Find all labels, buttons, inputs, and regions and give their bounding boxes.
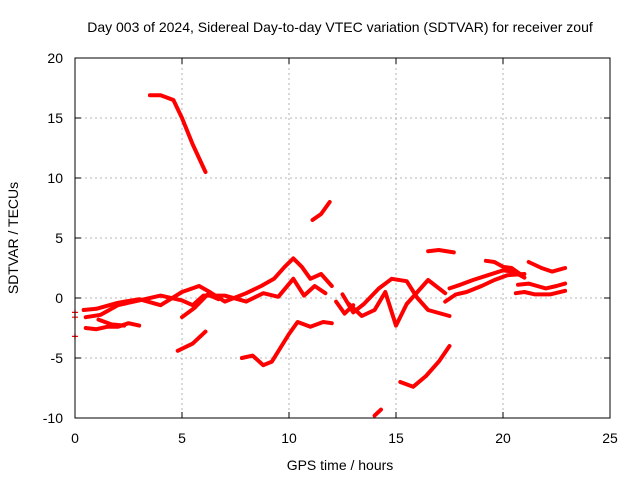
x-tick-label: 10: [281, 430, 297, 446]
series-s11: [346, 278, 448, 328]
chart-title: Day 003 of 2024, Sidereal Day-to-day VTE…: [87, 19, 593, 35]
series-s18: [513, 288, 568, 297]
series-s13: [398, 344, 452, 389]
series-s14: [426, 248, 456, 255]
y-tick-label: 0: [55, 290, 63, 306]
data-series: [72, 93, 568, 418]
series-s8: [175, 329, 208, 353]
series-s21: [334, 299, 356, 316]
y-axis-tick-labels: -10 -5 0 5 10 15 20: [43, 50, 63, 426]
y-tick-label: -5: [51, 350, 64, 366]
y-axis-label: SDTVAR / TECUs: [5, 182, 21, 294]
series-s7: [96, 317, 127, 328]
series-s9: [239, 320, 334, 368]
series-s19: [516, 281, 568, 291]
x-tick-label: 5: [178, 430, 186, 446]
x-tick-label: 20: [495, 430, 511, 446]
x-axis-tick-labels: 0 5 10 15 20 25: [71, 430, 618, 446]
y-tick-label: 5: [55, 230, 63, 246]
x-tick-label: 0: [71, 430, 79, 446]
series-s2: [310, 200, 332, 222]
y-tick-label: 10: [47, 170, 63, 186]
plot-frame: [74, 57, 611, 419]
grid-lines: [75, 58, 610, 418]
series-s6: [83, 321, 142, 332]
series-s5: [180, 292, 221, 320]
series-s20: [526, 260, 568, 274]
x-tick-label: 15: [388, 430, 404, 446]
series-s1: [147, 93, 208, 174]
x-axis-label: GPS time / hours: [287, 457, 394, 473]
y-tick-label: -10: [43, 410, 63, 426]
series-s15: [443, 272, 527, 304]
y-tick-label: 15: [47, 110, 63, 126]
x-tick-label: 25: [602, 430, 618, 446]
series-s12: [372, 407, 383, 418]
series-s17: [483, 258, 523, 276]
y-tick-label: 20: [47, 50, 63, 66]
